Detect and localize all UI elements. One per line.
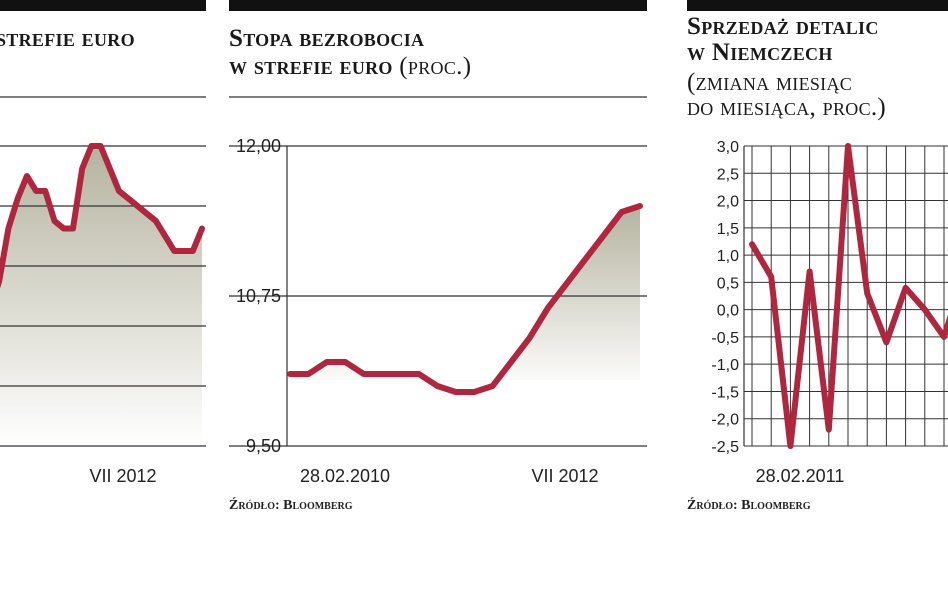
panel2-subtitle: (proc.) xyxy=(399,53,472,80)
panel3-top-bar xyxy=(687,0,948,11)
panel3-title-line2: w Niemczech xyxy=(687,39,833,66)
panel3-y-tick-label: 0,0 xyxy=(717,303,739,320)
panel1-series-line xyxy=(0,143,205,289)
panel3-source: Źródło: Bloomberg xyxy=(687,498,811,513)
panel3-y-tick-label: 0,5 xyxy=(717,275,739,292)
panel3-y-tick-label: 1,0 xyxy=(717,248,739,265)
panel2-area xyxy=(290,206,640,392)
panel2-series-line xyxy=(287,203,643,395)
panel3-title-line1: Sprzedaż detalic xyxy=(687,13,879,40)
panel3-series-line xyxy=(749,143,948,449)
panel3-x-tick-label: 28.02.2011 xyxy=(756,466,845,486)
panel2-y-tick-label: 10,75 xyxy=(236,286,281,306)
panel2-x-tick-label: VII 2012 xyxy=(531,466,598,486)
panel3-y-tick-label: -1,5 xyxy=(711,384,739,401)
panel2-title-line1: Stopa bezrobocia xyxy=(229,25,425,52)
panel2-source: Źródło: Bloomberg xyxy=(229,498,353,513)
panel2-y-tick-label: 9,50 xyxy=(246,436,281,456)
panel2-title-line2-text: w strefie euro xyxy=(229,53,393,80)
panel2-y-tick-label: 12,00 xyxy=(236,136,281,156)
panel1-top-bar xyxy=(0,0,206,11)
panel2-title-line2: w strefie euro (proc.) xyxy=(229,54,471,80)
panel2-top-bar xyxy=(229,0,647,11)
panel1-x-tick-label: VII 2012 xyxy=(89,466,156,486)
panel3-subtitle-line1: (zmiana miesiąc xyxy=(687,69,853,96)
panel3-y-tick-label: 2,0 xyxy=(717,194,739,211)
panel1-title: strefie euro xyxy=(0,25,135,52)
panel3-y-tick-label: 1,5 xyxy=(717,221,739,238)
panel3-y-tick-label: -1,0 xyxy=(711,357,739,374)
panel3-y-tick-label: -2,0 xyxy=(711,412,739,429)
panel3-y-tick-label: -0,5 xyxy=(711,330,739,347)
panel3-y-tick-label: -2,5 xyxy=(711,439,739,456)
panel3-subtitle-line2: do miesiąca, proc.) xyxy=(687,94,887,121)
panel3-y-tick-label: 3,0 xyxy=(717,139,739,156)
panel1-area xyxy=(0,146,202,446)
panel3-y-tick-label: 2,5 xyxy=(717,166,739,183)
panel2-x-tick-label: 28.02.2010 xyxy=(300,466,390,486)
